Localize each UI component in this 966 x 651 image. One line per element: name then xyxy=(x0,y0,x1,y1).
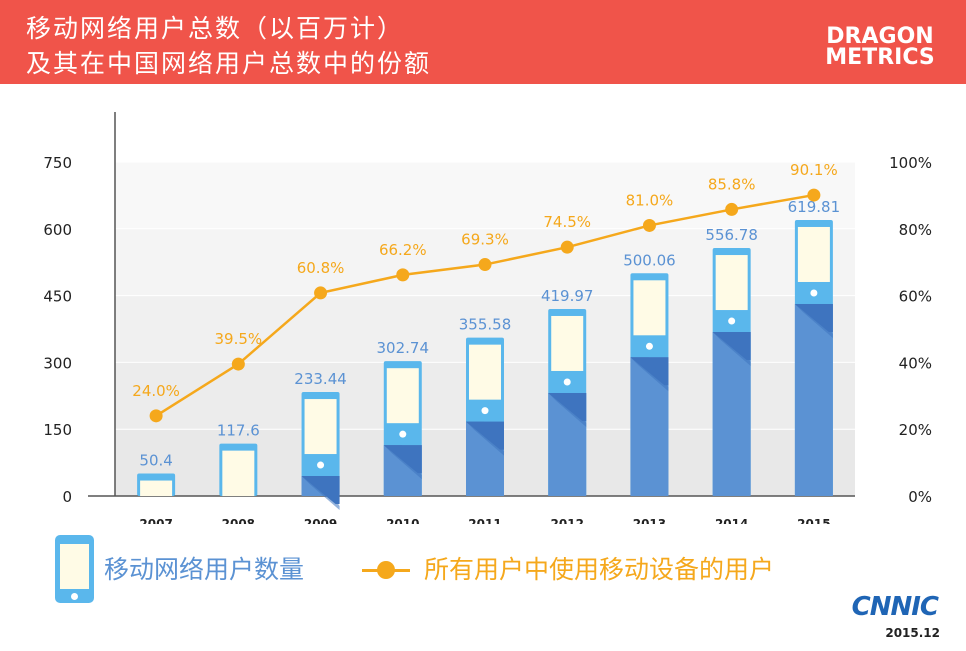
x-tick-label: 2009 xyxy=(304,517,337,524)
y-left-tick-label: 0 xyxy=(62,488,72,506)
bar-shade xyxy=(383,445,422,480)
x-tick-label: 2014 xyxy=(715,517,748,524)
bar-value-label: 355.58 xyxy=(459,316,512,334)
bar-phone-screen xyxy=(633,280,666,336)
bar-phone-screen xyxy=(140,480,173,496)
bar-shade xyxy=(466,421,504,456)
chart-title-line1: 移动网络用户总数（以百万计） xyxy=(26,14,405,43)
chart-title-line2: 及其在中国网络用户总数中的份额 xyxy=(26,49,432,78)
bar-shade xyxy=(712,332,751,367)
bar-phone-dot xyxy=(645,342,653,350)
line-value-label: 69.3% xyxy=(461,231,509,249)
header-banner: 移动网络用户总数（以百万计） 及其在中国网络用户总数中的份额 DRAGON ME… xyxy=(0,0,966,84)
line-point xyxy=(478,258,492,272)
bar-shade xyxy=(548,392,587,427)
bar-phone-screen xyxy=(469,344,501,400)
source-date: 2015.12 xyxy=(885,626,940,640)
bar-phone-screen xyxy=(386,368,419,424)
bar-value-label: 233.44 xyxy=(294,370,347,388)
bar-phone-screen xyxy=(715,255,748,311)
line-point xyxy=(560,240,574,254)
y-right-tick-label: 0% xyxy=(908,488,932,506)
bar-shade xyxy=(630,357,669,392)
y-left-tick-label: 450 xyxy=(43,288,72,306)
bar-value-label: 556.78 xyxy=(705,226,758,244)
bar-shade xyxy=(301,476,340,511)
line-point xyxy=(807,188,821,202)
bar-phone-dot xyxy=(728,317,736,325)
bar-phone-dot xyxy=(317,461,325,469)
bar-phone-screen xyxy=(551,315,584,371)
bar-phone-dot xyxy=(563,378,571,386)
x-tick-label: 2015 xyxy=(797,517,830,524)
bar-value-label: 117.6 xyxy=(217,422,260,440)
bar-phone-dot xyxy=(481,407,489,415)
line-point xyxy=(396,268,410,282)
bar-value-label: 419.97 xyxy=(541,287,594,305)
bar-value-label: 302.74 xyxy=(377,339,430,357)
legend-phone-icon xyxy=(55,535,94,603)
x-tick-label: 2013 xyxy=(633,517,666,524)
bar-phone-dot xyxy=(810,289,818,297)
y-left-tick-label: 150 xyxy=(43,421,72,439)
bar-phone-screen xyxy=(222,450,255,496)
bar-value-label: 500.06 xyxy=(623,251,676,269)
x-tick-label: 2012 xyxy=(551,517,584,524)
line-value-label: 24.0% xyxy=(132,382,180,400)
line-point xyxy=(314,286,328,300)
plot-band xyxy=(115,162,855,229)
y-right-tick-label: 40% xyxy=(899,354,932,372)
line-value-label: 81.0% xyxy=(626,191,674,209)
line-value-label: 60.8% xyxy=(297,259,345,277)
y-right-tick-label: 80% xyxy=(899,221,932,239)
legend-line-label: 所有用户中使用移动设备的用户 xyxy=(424,555,775,584)
y-left-tick-label: 600 xyxy=(43,221,72,239)
bar-value-label: 50.4 xyxy=(139,452,172,470)
x-tick-label: 2010 xyxy=(386,517,419,524)
x-tick-label: 2011 xyxy=(468,517,501,524)
brand-logo-line2: METRICS xyxy=(825,45,935,70)
x-tick-label: 2007 xyxy=(139,517,172,524)
y-left-tick-label: 750 xyxy=(43,154,72,172)
line-value-label: 66.2% xyxy=(379,241,427,259)
line-point xyxy=(231,357,245,371)
y-left-tick-label: 300 xyxy=(43,354,72,372)
line-point xyxy=(642,218,656,232)
brand-logo: DRAGON METRICS xyxy=(818,24,942,70)
y-right-tick-label: 60% xyxy=(899,288,932,306)
legend-bar-label: 移动网络用户数量 xyxy=(104,555,305,584)
brand-logo-line1: DRAGON xyxy=(826,24,934,49)
bar-phone-screen xyxy=(797,226,830,282)
y-right-tick-label: 100% xyxy=(889,154,932,172)
line-point xyxy=(725,202,739,216)
line-value-label: 39.5% xyxy=(215,330,263,348)
line-value-label: 85.8% xyxy=(708,175,756,193)
y-right-tick-label: 20% xyxy=(899,421,932,439)
bar-shade xyxy=(794,303,833,338)
bar xyxy=(794,303,833,496)
x-tick-label: 2008 xyxy=(222,517,255,524)
line-point xyxy=(149,409,163,423)
combo-chart: 0 150 300 450 600 750 0% 20% 40% 60% 80% 100% 50.4 20… xyxy=(43,112,932,524)
bar-phone-dot xyxy=(399,430,407,438)
legend-line-marker xyxy=(377,561,395,579)
bar-phone-screen xyxy=(304,399,337,455)
source-logo: CNNIC xyxy=(851,592,939,622)
bar-value-label: 619.81 xyxy=(788,198,841,216)
line-value-label: 90.1% xyxy=(790,161,838,179)
line-value-label: 74.5% xyxy=(543,213,591,231)
